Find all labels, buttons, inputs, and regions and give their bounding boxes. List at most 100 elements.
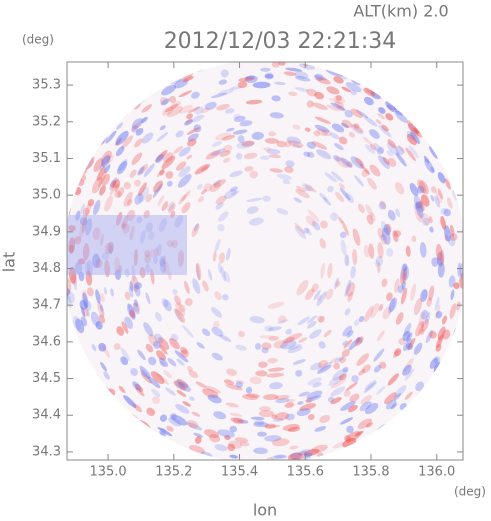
- speckle: [306, 390, 323, 400]
- speckle: [420, 329, 425, 335]
- speckle: [143, 322, 154, 337]
- speckle: [351, 124, 364, 134]
- speckle: [304, 186, 311, 192]
- speckle: [429, 331, 437, 339]
- speckle: [404, 368, 415, 382]
- speckle: [339, 417, 354, 425]
- blue-band: [67, 215, 187, 275]
- speckle: [150, 371, 165, 385]
- speckle: [382, 156, 390, 165]
- speckle: [342, 366, 349, 373]
- speckle: [287, 426, 301, 433]
- speckle: [276, 173, 292, 180]
- speckle: [116, 326, 125, 336]
- speckle: [110, 288, 114, 297]
- speckle: [408, 145, 419, 159]
- speckle: [193, 106, 204, 115]
- speckle: [194, 164, 208, 174]
- speckle: [200, 107, 210, 114]
- speckle: [118, 159, 128, 172]
- speckle: [162, 152, 174, 163]
- speckle: [344, 254, 350, 267]
- speckle: [275, 412, 290, 421]
- speckle: [175, 130, 184, 138]
- speckle: [86, 309, 91, 318]
- speckle: [174, 295, 182, 306]
- speckle: [258, 410, 275, 418]
- speckle: [379, 361, 387, 369]
- speckle: [131, 122, 141, 132]
- speckle: [362, 136, 374, 146]
- speckle: [404, 391, 413, 400]
- speckle: [254, 342, 262, 350]
- speckle: [215, 132, 232, 141]
- plot-frame: [66, 61, 464, 461]
- speckle: [239, 441, 250, 447]
- speckle: [286, 136, 302, 145]
- speckle: [266, 148, 281, 155]
- speckle: [169, 337, 180, 350]
- speckle: [434, 195, 441, 208]
- speckle: [387, 373, 400, 386]
- speckle: [440, 216, 447, 230]
- speckle: [328, 375, 344, 386]
- speckle: [140, 369, 150, 380]
- speckle: [80, 203, 86, 215]
- speckle: [114, 183, 120, 192]
- speckle: [255, 370, 268, 377]
- speckle: [332, 368, 348, 381]
- speckle: [325, 69, 343, 77]
- speckle: [191, 223, 200, 237]
- speckle: [354, 175, 364, 187]
- speckle: [201, 165, 209, 172]
- speckle: [223, 379, 235, 385]
- radar-disk: [67, 62, 463, 460]
- speckle: [174, 350, 189, 363]
- speckle: [264, 325, 274, 332]
- speckle: [73, 279, 77, 291]
- speckle: [170, 77, 183, 85]
- speckle: [306, 141, 316, 149]
- speckle: [366, 214, 374, 225]
- x-tick-label: 136.0: [418, 465, 455, 480]
- speckle: [244, 75, 258, 83]
- speckle: [139, 365, 151, 379]
- speckle: [282, 423, 300, 431]
- speckle: [428, 216, 433, 224]
- speckle: [386, 292, 393, 302]
- speckle: [217, 429, 235, 438]
- speckle: [295, 185, 307, 193]
- speckle: [356, 353, 370, 366]
- speckle: [221, 134, 236, 141]
- speckle: [459, 272, 463, 289]
- speckle: [435, 344, 442, 352]
- speckle: [170, 101, 182, 109]
- speckle: [126, 303, 136, 320]
- speckle: [271, 438, 290, 447]
- speckle: [413, 202, 421, 210]
- speckle: [259, 406, 271, 412]
- speckle: [394, 182, 405, 195]
- speckle: [359, 401, 372, 412]
- speckle: [313, 130, 321, 137]
- x-tick-label: 135.6: [287, 465, 324, 480]
- speckle: [335, 191, 345, 202]
- speckle: [103, 287, 108, 295]
- speckle: [400, 263, 408, 282]
- speckle: [380, 234, 388, 245]
- speckle: [249, 170, 259, 179]
- speckle: [306, 88, 318, 97]
- speckle: [161, 201, 169, 211]
- speckle: [212, 251, 217, 262]
- speckle: [158, 337, 170, 350]
- speckle: [347, 291, 354, 302]
- speckle: [138, 186, 150, 203]
- speckle: [86, 287, 94, 297]
- speckle: [413, 298, 423, 316]
- speckle: [182, 324, 194, 338]
- speckle: [167, 201, 175, 212]
- speckle: [186, 154, 193, 160]
- speckle: [207, 268, 213, 281]
- speckle: [292, 124, 301, 130]
- x-tick-label: 135.2: [155, 465, 192, 480]
